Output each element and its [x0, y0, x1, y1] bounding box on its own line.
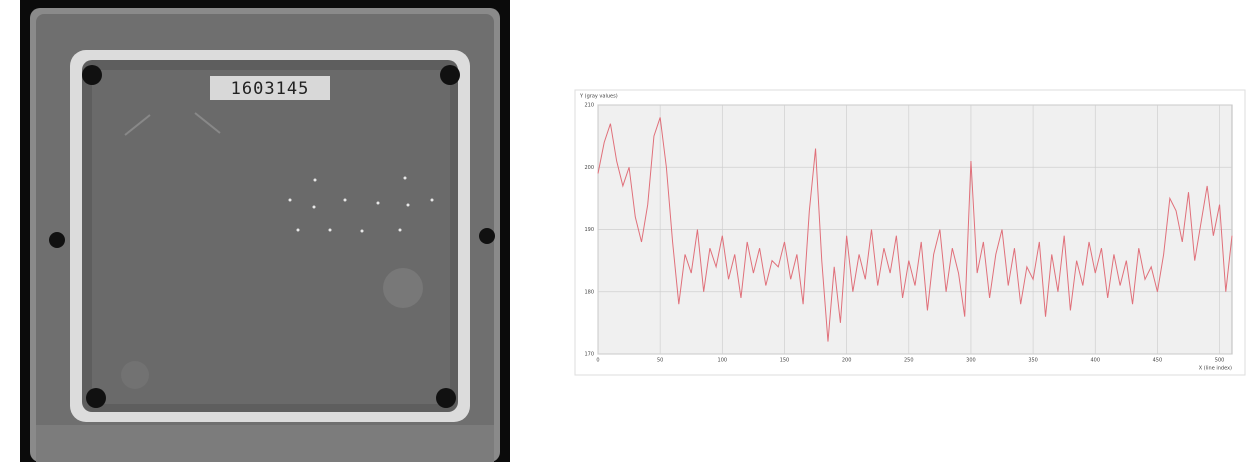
x-tick-label: 450	[1153, 358, 1163, 364]
x-tick-label: 300	[966, 358, 976, 364]
x-tick-label: 150	[780, 358, 790, 364]
y-tick-label: 210	[584, 103, 594, 109]
x-tick-label: 100	[718, 358, 728, 364]
y-tick-label: 190	[584, 227, 594, 233]
x-tick-label: 400	[1090, 358, 1100, 364]
x-tick-label: 200	[842, 358, 852, 364]
data-line	[597, 117, 1233, 342]
y-tick-label: 170	[584, 352, 594, 358]
x-tick-label: 350	[1028, 358, 1038, 364]
x-tick-label: 0	[596, 358, 599, 364]
x-axis-label: X (line index)	[1199, 366, 1232, 372]
y-tick-label: 200	[584, 165, 594, 171]
x-tick-label: 250	[904, 358, 914, 364]
sample-label: 1603145	[231, 79, 310, 99]
ct-image: 1603145	[20, 0, 510, 462]
y-axis-label: Y (gray values)	[579, 94, 618, 100]
x-tick-label: 500	[1215, 358, 1225, 364]
y-tick-label: 180	[584, 289, 594, 295]
x-tick-label: 50	[657, 358, 663, 364]
